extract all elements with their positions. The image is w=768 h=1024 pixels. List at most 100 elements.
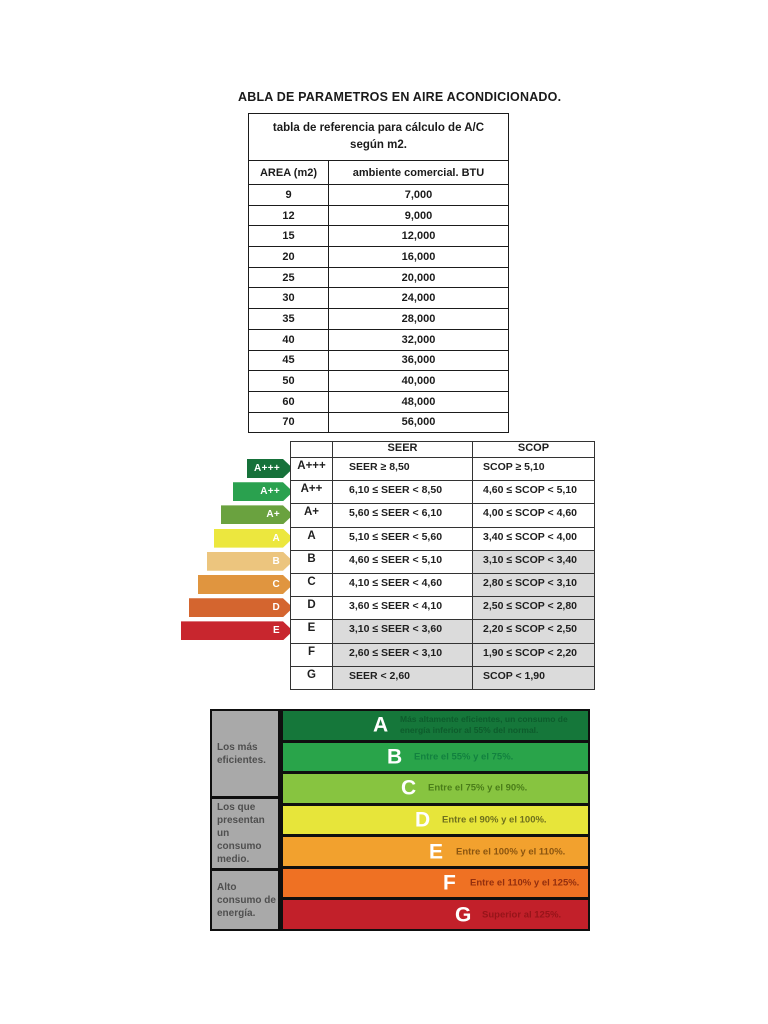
area-cell: 25	[248, 266, 329, 289]
efficiency-arrow-label: A++	[260, 486, 280, 498]
area-cell: 15	[248, 225, 329, 248]
table-row: F 2,60 ≤ SEER < 3,10 1,90 ≤ SCOP < 2,20	[290, 642, 595, 667]
btu-caption-row: tabla de referencia para cálculo de A/C …	[248, 113, 509, 161]
efficiency-arrow: C	[198, 575, 293, 594]
table-row: 12 9,000	[248, 204, 509, 227]
scop-cell: SCOP < 1,90	[472, 665, 595, 690]
scop-cell: 1,90 ≤ SCOP < 2,20	[472, 642, 595, 667]
grade-cell: C	[290, 572, 333, 598]
efficiency-arrow: B	[207, 552, 293, 571]
efficiency-arrow-label: E	[273, 625, 280, 637]
efficiency-arrow-label: A	[272, 532, 280, 544]
grade-letter: B	[387, 745, 403, 769]
grade-cell: D	[290, 596, 333, 621]
btu-cell: 16,000	[328, 246, 509, 268]
efficiency-arrow: A+++	[247, 459, 293, 478]
page-title: ABLA DE PARAMETROS EN AIRE ACONDICIONADO…	[238, 90, 562, 104]
efficiency-arrow-label: A+++	[254, 463, 280, 474]
table-row: 70 56,000	[248, 411, 509, 434]
table-row: 60 48,000	[248, 390, 509, 413]
grade-letter: D	[415, 808, 431, 832]
btu-cell: 9,000	[328, 204, 509, 227]
table-row: E 3,10 ≤ SEER < 3,60 2,20 ≤ SCOP < 2,50	[290, 619, 595, 644]
seer-cell: 6,10 ≤ SEER < 8,50	[332, 480, 473, 505]
table-row: 20 16,000	[248, 246, 509, 268]
area-cell: 70	[248, 411, 329, 434]
grade-description: Entre el 55% y el 75%.	[414, 751, 514, 763]
grade-cell: A+	[290, 503, 333, 528]
consumption-row: G Superior al 125%.	[283, 900, 588, 930]
table-row: D 3,60 ≤ SEER < 4,10 2,50 ≤ SCOP < 2,80	[290, 596, 595, 621]
btu-header-row: AREA (m2) ambiente comercial. BTU	[248, 160, 509, 185]
seer-scop-table: SEER SCOP A+++ SEER ≥ 8,50 SCOP ≥ 5,10 A++ 6…	[290, 441, 595, 690]
btu-table-body: 9 7,000 12 9,000 15 12,000 20 16,000 25 20,000 30 2…	[248, 184, 509, 434]
btu-reference-table: tabla de referencia para cálculo de A/C …	[248, 113, 509, 434]
grade-cell: B	[290, 549, 333, 574]
area-cell: 35	[248, 308, 329, 330]
consumption-row: D Entre el 90% y el 100%.	[283, 805, 588, 838]
scop-cell: 3,10 ≤ SCOP < 3,40	[472, 549, 595, 574]
btu-cell: 40,000	[328, 370, 509, 392]
seer-cell: 2,60 ≤ SEER < 3,10	[332, 642, 473, 667]
efficiency-arrow-label: B	[272, 555, 280, 567]
grade-letter: G	[455, 903, 472, 927]
grade-cell: F	[290, 642, 333, 667]
btu-cell: 48,000	[328, 390, 509, 413]
btu-cell: 7,000	[328, 184, 509, 206]
grade-letter: C	[401, 776, 417, 800]
efficiency-arrow: A	[214, 529, 293, 548]
table-row: 15 12,000	[248, 225, 509, 248]
consumption-row: A Más altamente eficientes, un consumo de…	[283, 711, 588, 743]
scop-cell: SCOP ≥ 5,10	[472, 456, 595, 482]
efficiency-arrow: A++	[233, 482, 293, 501]
grade-cell: A+++	[290, 456, 333, 482]
grade-description: Entre el 75% y el 90%.	[428, 782, 528, 794]
grade-description: Superior al 125%.	[482, 909, 562, 921]
consumption-row: E Entre el 100% y el 110%.	[283, 837, 588, 869]
grade-description: Entre el 90% y el 100%.	[442, 814, 547, 826]
table-row: A++ 6,10 ≤ SEER < 8,50 4,60 ≤ SCOP < 5,10	[290, 480, 595, 505]
table-row: C 4,10 ≤ SEER < 4,60 2,80 ≤ SCOP < 3,10	[290, 572, 595, 598]
seer-cell: 3,10 ≤ SEER < 3,60	[332, 619, 473, 644]
seer-cell: 5,10 ≤ SEER < 5,60	[332, 526, 473, 551]
table-row: A 5,10 ≤ SEER < 5,60 3,40 ≤ SCOP < 4,00	[290, 526, 595, 551]
btu-cell: 28,000	[328, 308, 509, 330]
grade-letter: F	[443, 871, 456, 895]
seer-cell: 3,60 ≤ SEER < 4,10	[332, 596, 473, 621]
seer-cell: SEER < 2,60	[332, 665, 473, 690]
consumption-bars: A Más altamente eficientes, un consumo de…	[283, 711, 588, 930]
efficiency-arrow-label: C	[272, 579, 280, 590]
consumption-group-label: Los más eficientes.	[212, 711, 278, 799]
btu-cell: 56,000	[328, 411, 509, 434]
column-header-area: AREA (m2)	[248, 160, 329, 185]
grade-cell: A	[290, 526, 333, 551]
area-cell: 30	[248, 287, 329, 310]
table-row: G SEER < 2,60 SCOP < 1,90	[290, 665, 595, 690]
consumption-group-label: Los que presentan un consumo medio.	[212, 799, 278, 871]
grade-description: Entre el 100% y el 110%.	[456, 846, 566, 858]
btu-cell: 24,000	[328, 287, 509, 310]
group-label-text: Los que presentan un consumo medio.	[217, 802, 265, 865]
btu-cell: 36,000	[328, 349, 509, 372]
table-row: 9 7,000	[248, 184, 509, 206]
seer-scop-figure: A+++ A++ A+ A B C D E SEER SCOP A+++ SEER ≥ 8,50…	[183, 441, 595, 690]
consumption-chart: Los más eficientes. Los que presentan un …	[210, 709, 590, 931]
area-cell: 60	[248, 390, 329, 413]
grade-cell: E	[290, 619, 333, 644]
consumption-row: F Entre el 110% y el 125%.	[283, 868, 588, 901]
grade-column-header	[290, 441, 333, 458]
seer-scop-body: A+++ SEER ≥ 8,50 SCOP ≥ 5,10 A++ 6,10 ≤ SEER…	[290, 456, 595, 690]
consumption-row: C Entre el 75% y el 90%.	[283, 774, 588, 806]
scop-cell: 2,20 ≤ SCOP < 2,50	[472, 619, 595, 644]
column-header-scop: SCOP	[472, 441, 595, 458]
grade-cell: G	[290, 665, 333, 690]
efficiency-arrow: A+	[221, 505, 293, 524]
btu-cell: 12,000	[328, 225, 509, 248]
consumption-row: B Entre el 55% y el 75%.	[283, 742, 588, 775]
btu-cell: 32,000	[328, 328, 509, 351]
seer-scop-header-row: SEER SCOP	[290, 441, 595, 458]
grade-cell: A++	[290, 480, 333, 505]
seer-cell: 4,60 ≤ SEER < 5,10	[332, 549, 473, 574]
table-row: B 4,60 ≤ SEER < 5,10 3,10 ≤ SCOP < 3,40	[290, 549, 595, 574]
